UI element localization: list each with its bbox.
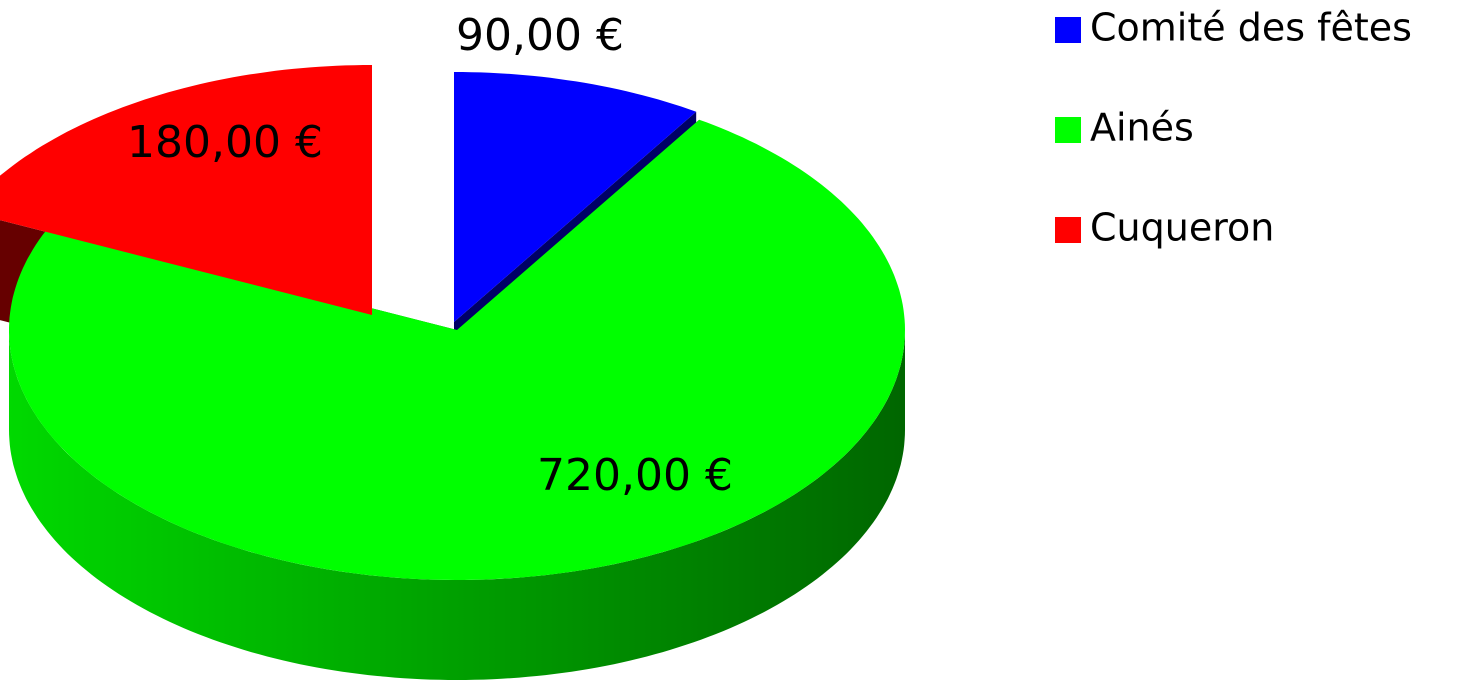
data-label: 90,00 €: [456, 10, 624, 61]
data-label: 180,00 €: [127, 117, 323, 168]
slice-tops: [0, 65, 905, 580]
slice: [9, 119, 905, 580]
legend-label: Ainés: [1090, 106, 1194, 150]
slice: [0, 65, 372, 315]
data-label: 720,00 €: [537, 450, 733, 501]
slice: [454, 72, 697, 322]
legend-swatch: [1055, 17, 1081, 43]
legend-swatch: [1055, 217, 1081, 243]
legend-swatch: [1055, 117, 1081, 143]
legend-label: Comité des fêtes: [1090, 6, 1412, 50]
legend-label: Cuqueron: [1090, 206, 1274, 250]
slice-wall: [9, 330, 905, 680]
